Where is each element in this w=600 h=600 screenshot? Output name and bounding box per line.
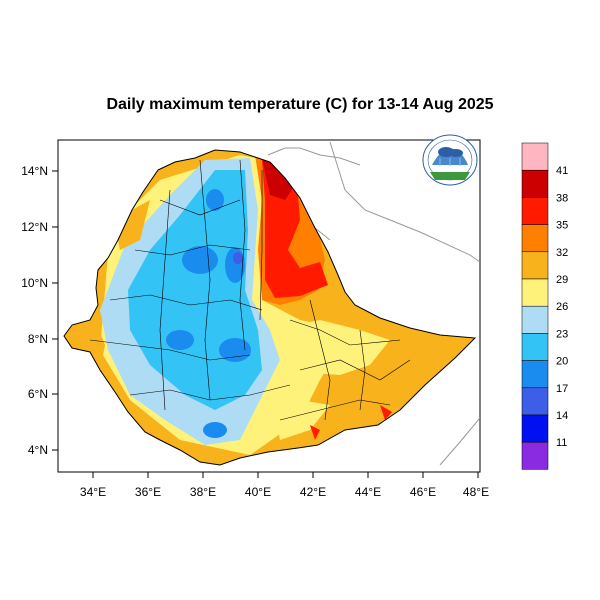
colorbar-swatch <box>521 197 549 225</box>
colorbar-label: 26 <box>556 301 568 313</box>
colorbar-swatch <box>521 278 549 307</box>
x-tick-label: 34°E <box>80 485 106 499</box>
y-axis-ticks <box>52 170 58 451</box>
x-tick-label: 48°E <box>463 485 489 499</box>
y-tick-label: 10°N <box>21 276 48 290</box>
colorbar-swatch <box>521 333 549 361</box>
y-tick-label: 12°N <box>21 220 48 234</box>
y-tick-label: 8°N <box>28 332 48 346</box>
colorbar-swatch <box>521 414 549 443</box>
colorbar-swatch <box>521 224 549 253</box>
colorbar-label: 38 <box>556 192 568 204</box>
colorbar-swatch <box>521 360 549 389</box>
colorbar-swatch <box>521 169 549 198</box>
colorbar-swatch <box>521 251 549 280</box>
colorbar-label: 17 <box>556 383 568 395</box>
colorbar-label: 14 <box>556 410 568 422</box>
country-outline <box>63 149 477 466</box>
neighbor-borders <box>267 141 480 466</box>
ethiopian-meteorology-institute-logo <box>422 134 478 186</box>
colorbar-label: 35 <box>556 220 568 232</box>
admin-borders <box>89 159 411 421</box>
x-tick-label: 36°E <box>135 485 161 499</box>
colorbar-label: 11 <box>556 437 567 449</box>
colorbar-swatch <box>521 441 549 470</box>
y-tick-label: 4°N <box>28 443 48 457</box>
colorbar-label: 32 <box>556 247 568 259</box>
colorbar-label: 41 <box>556 165 568 177</box>
x-tick-label: 38°E <box>190 485 216 499</box>
x-tick-label: 44°E <box>355 485 381 499</box>
map-title: Daily maximum temperature (C) for 13-14 … <box>106 96 494 113</box>
x-tick-label: 40°E <box>245 485 271 499</box>
colorbar-label: 29 <box>556 274 568 286</box>
colorbar-label: 23 <box>556 328 568 340</box>
colorbar-swatch <box>521 387 549 416</box>
y-tick-label: 6°N <box>28 387 48 401</box>
x-tick-label: 42°E <box>300 485 326 499</box>
x-tick-label: 46°E <box>410 485 436 499</box>
colorbar: 41 38 35 32 29 26 23 20 17 14 11 <box>521 142 568 470</box>
y-tick-label: 14°N <box>21 164 48 178</box>
colorbar-swatch <box>521 305 549 334</box>
x-axis-ticks <box>92 472 479 478</box>
colorbar-swatch <box>521 142 549 171</box>
colorbar-label: 20 <box>556 356 568 368</box>
